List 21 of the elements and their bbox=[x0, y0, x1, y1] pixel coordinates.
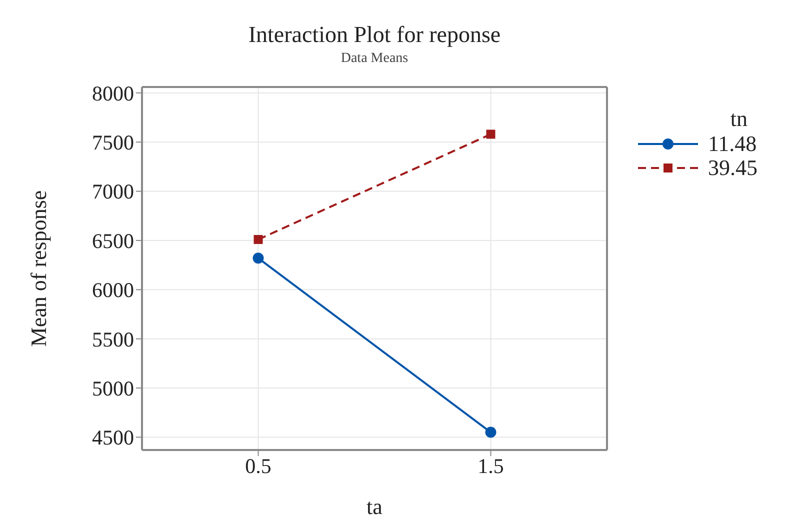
point bbox=[252, 252, 264, 264]
y-tick-label: 6000 bbox=[92, 278, 134, 302]
point bbox=[485, 426, 496, 438]
y-tick-label: 6500 bbox=[92, 228, 134, 253]
chart-title: Interaction Plot for reponse bbox=[247, 22, 502, 48]
y-tick-label: 7500 bbox=[92, 130, 134, 155]
y-tick-label: 8000 bbox=[92, 81, 134, 106]
chart-subtitle: Data Means bbox=[340, 51, 410, 67]
x-axis-title: ta bbox=[366, 494, 383, 519]
legend-label: 39.45 bbox=[708, 155, 758, 180]
y-tick-label: 5000 bbox=[92, 376, 134, 400]
x-tick-label: 0.5 bbox=[245, 454, 272, 478]
y-tick-label: 7000 bbox=[92, 180, 134, 204]
y-tick-label: 4500 bbox=[92, 426, 134, 450]
point bbox=[486, 130, 496, 139]
legend-title: tn bbox=[729, 106, 748, 132]
legend-label: 11.48 bbox=[708, 131, 757, 156]
y-axis-title: Mean of response bbox=[26, 190, 51, 347]
point bbox=[254, 234, 263, 244]
x-tick-label: 1.5 bbox=[478, 454, 504, 478]
y-tick-label: 5500 bbox=[92, 327, 134, 352]
